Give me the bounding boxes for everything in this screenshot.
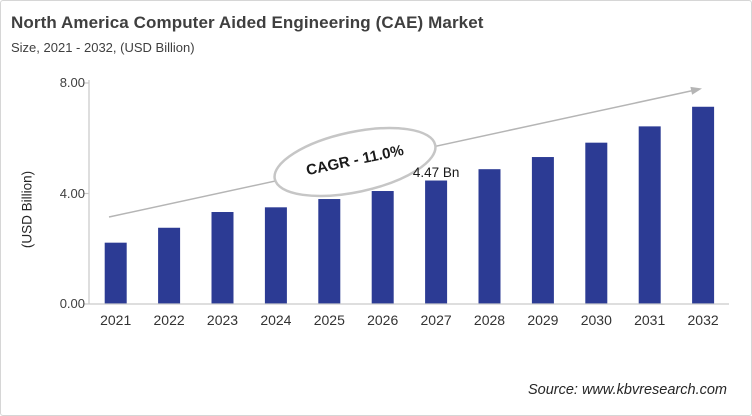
source-credit: Source: www.kbvresearch.com (527, 382, 727, 398)
x-tick-label-2027: 2027 (420, 312, 452, 328)
bar-2031 (638, 126, 661, 304)
bar-2027 (425, 180, 448, 304)
bar-2022 (158, 227, 181, 304)
x-tick-label-2021: 2021 (100, 312, 132, 328)
bar-2030 (585, 142, 608, 304)
x-tick-label-2032: 2032 (687, 312, 719, 328)
bar-2021 (104, 242, 127, 304)
x-tick-label-2031: 2031 (634, 312, 666, 328)
x-tick-label-2030: 2030 (580, 312, 612, 328)
x-tick-label-2024: 2024 (260, 312, 292, 328)
trend-arrow-head (690, 86, 702, 95)
y-axis-title: (USD Billion) (19, 170, 35, 249)
cagr-ellipse (273, 126, 437, 198)
x-tick-label-2022: 2022 (153, 312, 185, 328)
x-tick-label-2025: 2025 (313, 312, 345, 328)
x-tick-label-2028: 2028 (473, 312, 506, 328)
y-tick-label-0.00: 0.00 (59, 296, 85, 311)
bar-2032 (692, 106, 715, 304)
bar-value-label: 4.47 Bn (412, 164, 460, 180)
x-tick-label-2029: 2029 (527, 312, 559, 328)
y-tick-label-8.00: 8.00 (59, 75, 85, 90)
bar-2029 (531, 157, 554, 304)
bar-2028 (478, 169, 501, 304)
bar-2023 (211, 212, 234, 304)
y-tick-label-4.00: 4.00 (59, 185, 85, 201)
bar-2026 (371, 191, 394, 304)
bar-2024 (264, 207, 287, 304)
x-tick-label-2026: 2026 (367, 312, 399, 328)
chart-title: North America Computer Aided Engineering… (11, 13, 484, 32)
bar-2025 (318, 199, 341, 304)
chart-subtitle: Size, 2021 - 2032, (USD Billion) (11, 40, 195, 55)
x-tick-label-2023: 2023 (206, 312, 239, 328)
